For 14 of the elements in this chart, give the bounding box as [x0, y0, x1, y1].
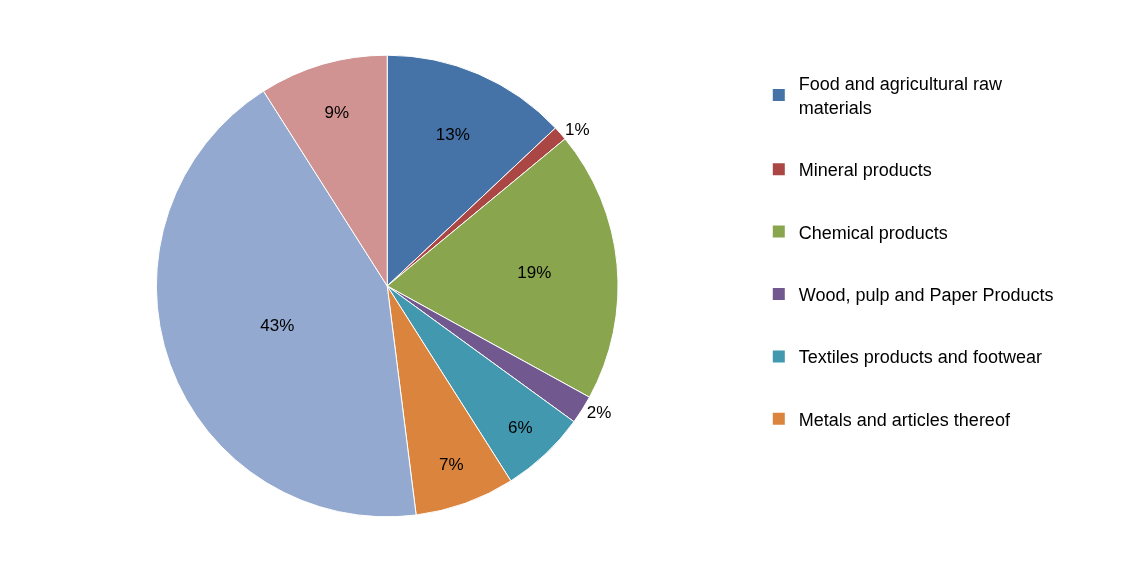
data-label: 13%	[435, 124, 470, 144]
data-label: 43%	[260, 316, 295, 336]
legend-label: Wood, pulp and Paper Products	[798, 285, 1054, 306]
legend-label: Food and agricultural raw materials	[798, 74, 1003, 118]
data-label: 1%	[565, 119, 590, 139]
legend-label: Textiles products and footwear	[798, 347, 1042, 368]
data-label: 6%	[508, 418, 533, 438]
data-label: 9%	[324, 103, 350, 123]
data-label: 2%	[586, 402, 612, 422]
data-label: 7%	[439, 454, 464, 474]
legend-label: Metals and articles thereof	[798, 409, 1011, 430]
legend-label: Mineral products	[798, 160, 932, 181]
data-label: 19%	[517, 262, 552, 282]
legend-label: Chemical products	[798, 222, 948, 243]
